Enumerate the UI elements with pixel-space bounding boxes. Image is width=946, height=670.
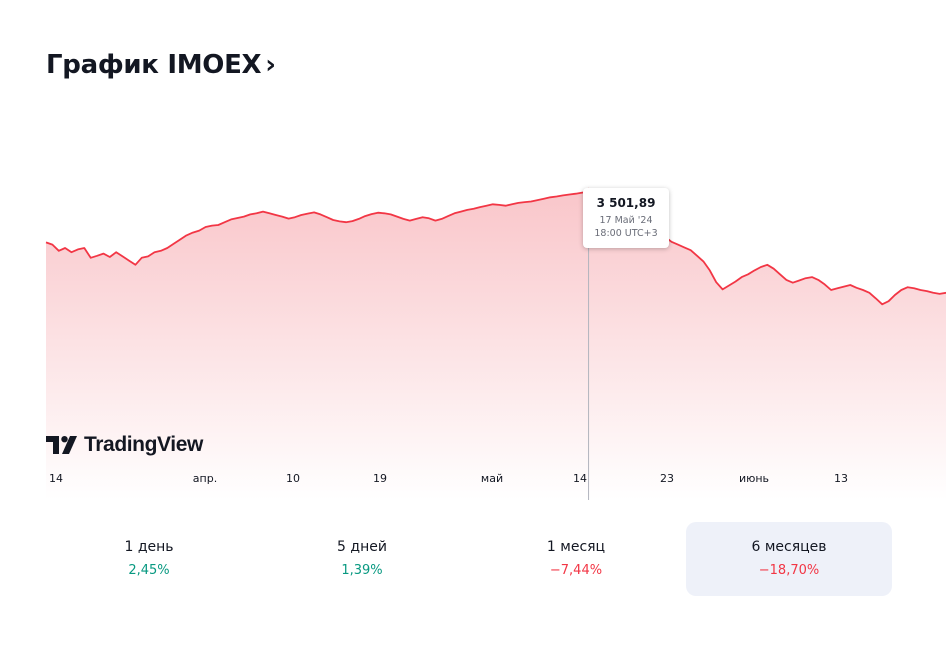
period-1-day[interactable]: 1 день 2,45%: [46, 522, 252, 596]
period-change: −7,44%: [549, 563, 603, 578]
x-tick-label: 14: [573, 472, 587, 485]
tooltip-date: 17 Май '24: [599, 215, 653, 226]
period-label: 1 месяц: [546, 539, 606, 555]
price-chart[interactable]: 3 501,89 17 Май '24 18:00 UTC+3: [0, 150, 946, 500]
period-change: −18,70%: [758, 563, 820, 578]
tradingview-logo-text: TradingView: [84, 433, 203, 456]
x-tick-label: 14: [49, 472, 63, 485]
x-tick-label: апр.: [192, 472, 218, 485]
x-tick-label: 19: [373, 472, 387, 485]
chart-title-link[interactable]: График IMOEX ›: [46, 50, 276, 80]
tooltip-value: 3 501,89: [596, 196, 656, 210]
series-line: [45, 190, 946, 306]
tradingview-logo-icon: [46, 436, 77, 454]
x-axis: 14 апр. 10 19 май 14 23 июнь 13: [0, 472, 946, 488]
x-tick-label: 23: [660, 472, 674, 485]
period-label: 6 месяцев: [751, 539, 827, 555]
page-title: График IMOEX: [46, 50, 262, 80]
period-6-months[interactable]: 6 месяцев −18,70%: [686, 522, 892, 596]
price-tooltip: 3 501,89 17 Май '24 18:00 UTC+3: [583, 188, 669, 248]
x-tick-label: 13: [834, 472, 848, 485]
period-change: 2,45%: [128, 563, 170, 578]
x-tick-label: май: [480, 472, 504, 485]
period-5-days[interactable]: 5 дней 1,39%: [259, 522, 465, 596]
period-1-month[interactable]: 1 месяц −7,44%: [473, 522, 679, 596]
period-label: 5 дней: [337, 539, 387, 555]
chart-canvas[interactable]: [0, 150, 946, 500]
tradingview-logo[interactable]: TradingView: [46, 433, 203, 457]
series-area: [46, 191, 946, 500]
period-selector: 1 день 2,45% 5 дней 1,39% 1 месяц −7,44%…: [46, 522, 894, 596]
x-tick-label: 10: [286, 472, 300, 485]
period-label: 1 день: [124, 539, 174, 555]
period-change: 1,39%: [341, 563, 383, 578]
chevron-right-icon: ›: [265, 50, 276, 80]
x-tick-label: июнь: [738, 472, 770, 485]
tooltip-time: 18:00 UTC+3: [594, 228, 658, 239]
